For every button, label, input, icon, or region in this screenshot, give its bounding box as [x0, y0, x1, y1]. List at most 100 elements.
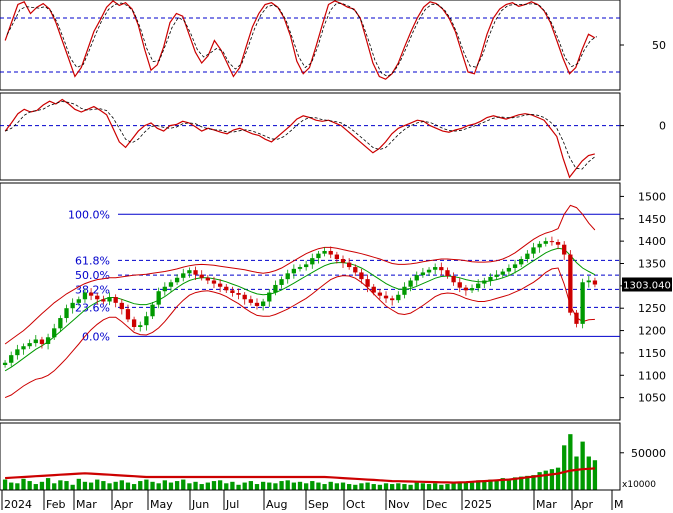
volume-bar: [463, 481, 469, 490]
x-axis-label: Aug: [266, 498, 287, 511]
volume-bar: [107, 483, 112, 490]
volume-bar: [359, 483, 364, 490]
volume-bar: [439, 484, 444, 490]
candle-body: [365, 279, 370, 287]
volume-bar: [168, 482, 174, 490]
volume-bar: [236, 484, 241, 490]
volume-bar: [562, 445, 567, 490]
candle-body: [519, 259, 524, 265]
candle-body: [328, 250, 333, 255]
volume-bar: [334, 483, 340, 490]
volume-bar: [156, 483, 161, 490]
momentum-signal-line: [5, 101, 596, 170]
volume-bar: [353, 484, 358, 490]
volume-bar: [76, 478, 81, 490]
bollinger-upper-line: [4, 204, 596, 345]
volume-bar: [408, 484, 413, 490]
candle-body: [33, 339, 38, 344]
candle-body: [469, 288, 475, 291]
volume-bar: [494, 480, 499, 490]
volume-bar: [15, 483, 20, 490]
volume-bar: [162, 480, 167, 490]
volume-bar: [383, 483, 389, 490]
volume-bar: [95, 479, 100, 490]
volume-bar: [580, 441, 585, 490]
candle-body: [217, 283, 223, 287]
stochastic-k-line: [4, 0, 596, 80]
volume-bar: [174, 481, 180, 490]
volume-bar: [420, 483, 426, 490]
volume-bar: [144, 479, 149, 490]
price-tick-label: 1500: [638, 190, 666, 203]
x-axis-label: Jun: [191, 498, 209, 511]
candle-body: [76, 299, 81, 303]
candle-body: [402, 286, 407, 295]
volume-bar: [574, 456, 579, 490]
volume-bar: [88, 482, 94, 490]
candle-body: [476, 283, 481, 289]
candle-body: [131, 319, 137, 327]
candle-body: [174, 277, 180, 283]
volume-bar: [279, 481, 284, 490]
volume-bar: [217, 480, 223, 490]
volume-bar: [506, 478, 512, 490]
candle-body: [27, 343, 32, 347]
x-axis-label: 2025: [464, 498, 492, 511]
volume-bar: [482, 481, 487, 490]
candle-body: [383, 295, 389, 299]
price-tick-label: 1100: [638, 369, 666, 382]
candle-body: [21, 346, 26, 350]
candle-body: [482, 280, 487, 284]
volume-bar: [592, 460, 598, 490]
candle-body: [322, 250, 327, 254]
volume-bar: [58, 480, 63, 490]
candle-body: [408, 280, 413, 287]
volume-bar: [285, 480, 290, 490]
candle-body: [88, 292, 94, 296]
x-axis-label: Mar: [536, 498, 557, 511]
candle-body: [543, 241, 548, 244]
stochastic-d-line: [6, 2, 598, 77]
volume-bar: [291, 482, 297, 490]
volume-unit-label: x10000: [622, 480, 656, 490]
candle-body: [2, 362, 8, 365]
momentum-frame: [0, 92, 621, 181]
volume-bar: [555, 467, 561, 490]
volume-bar: [211, 481, 217, 490]
momentum-tick-label: 0: [659, 120, 666, 133]
candle-body: [359, 272, 364, 280]
candle-body: [162, 286, 167, 292]
price-tick-label: 1150: [638, 347, 666, 360]
last-price-box: [622, 277, 672, 292]
volume-bar: [445, 484, 450, 490]
candle-body: [230, 290, 235, 294]
volume-bar: [125, 482, 131, 490]
volume-bar: [457, 482, 462, 490]
volume-panel: 50000 x10000: [0, 422, 666, 491]
candle-body: [144, 316, 149, 326]
volume-bar: [2, 479, 8, 490]
x-axis-label: Feb: [46, 498, 65, 511]
candle-body: [285, 273, 290, 280]
volume-bar: [531, 475, 536, 490]
candle-body: [537, 243, 542, 248]
fib-level-label: 61.8%: [75, 254, 110, 267]
candle-body: [562, 244, 567, 255]
volume-bar: [260, 481, 266, 490]
fib-level-label: 23.6%: [75, 301, 110, 314]
volume-bar: [297, 481, 303, 490]
bollinger-lower-line: [4, 267, 595, 399]
volume-bar: [119, 480, 124, 490]
volume-bar: [113, 481, 118, 490]
volume-bar: [21, 478, 26, 490]
candle-body: [199, 274, 204, 278]
volume-bar: [549, 469, 555, 490]
volume-bar: [469, 482, 475, 490]
volume-bar: [371, 484, 376, 490]
volume-bar: [45, 478, 51, 490]
momentum-panel: 0: [0, 92, 666, 181]
x-axis-label: Nov: [388, 498, 410, 511]
volume-bar: [101, 481, 106, 490]
x-axis-label: Mar: [76, 498, 97, 511]
fib-level-label: 0.0%: [82, 330, 110, 343]
